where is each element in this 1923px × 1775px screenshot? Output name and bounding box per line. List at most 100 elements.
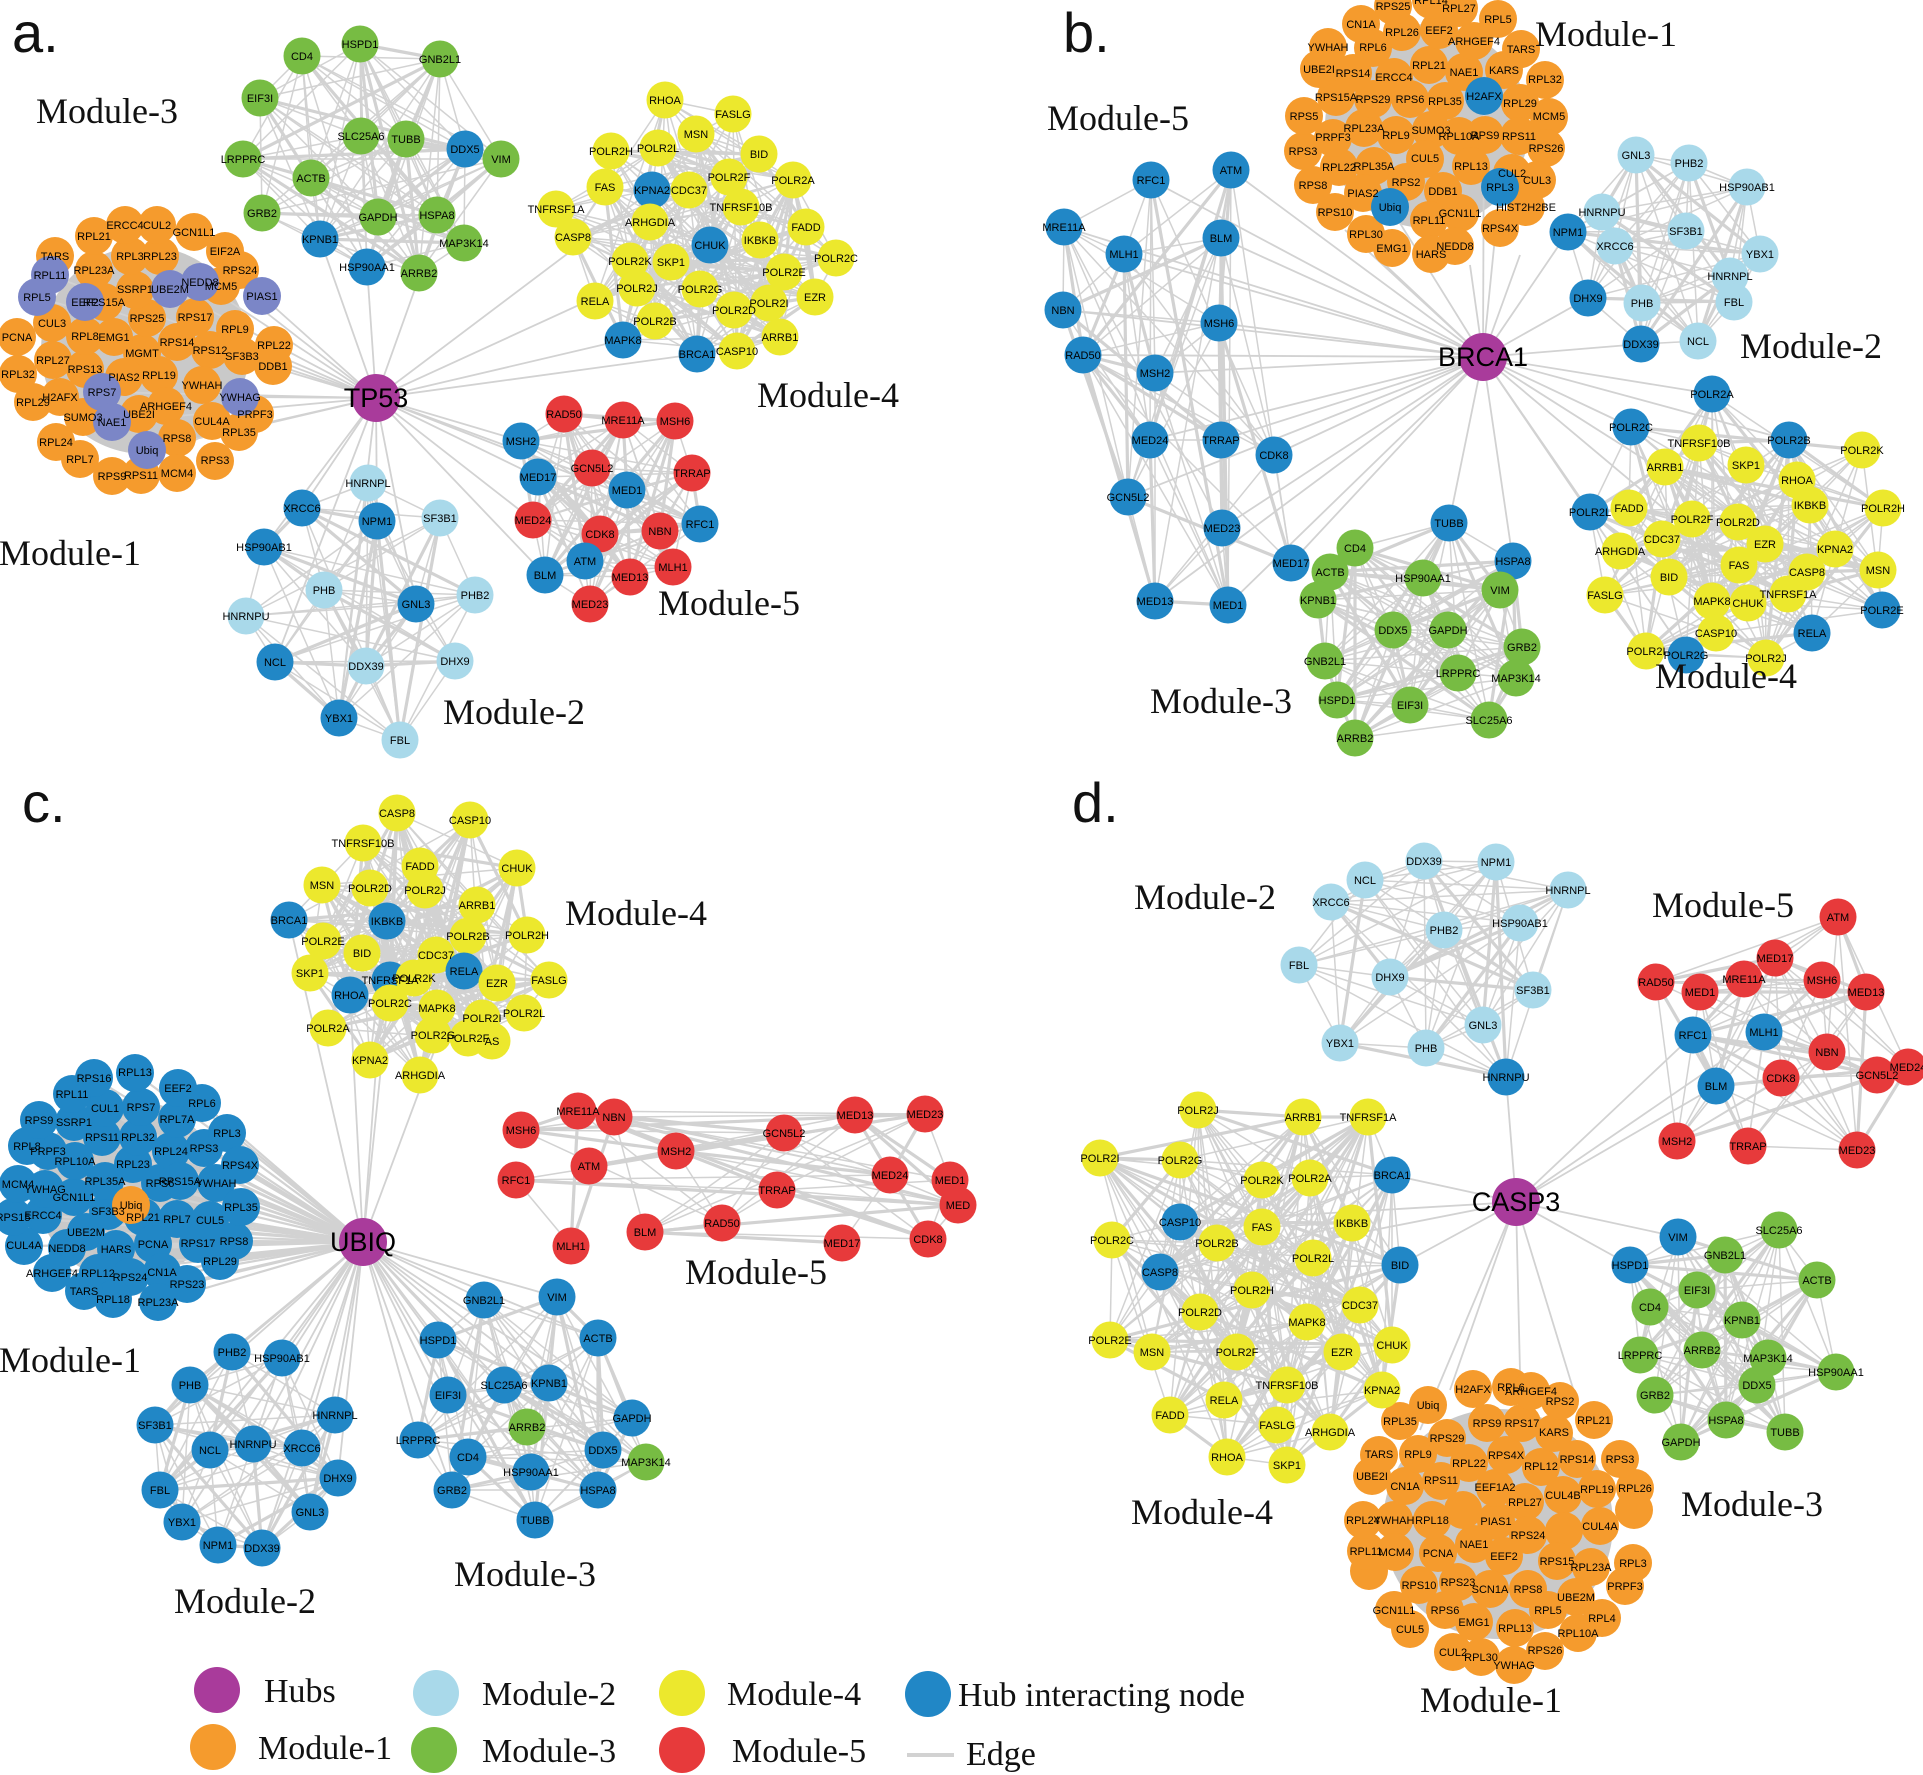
svg-text:RHOA: RHOA: [649, 95, 681, 107]
svg-text:MED1: MED1: [612, 485, 643, 497]
svg-text:ARHGDIA: ARHGDIA: [1595, 546, 1646, 558]
svg-text:RPS26: RPS26: [1529, 143, 1564, 155]
svg-text:RPL5: RPL5: [1484, 14, 1512, 26]
svg-text:MCM5: MCM5: [205, 281, 237, 293]
svg-text:RPL35A: RPL35A: [85, 1176, 127, 1188]
svg-text:YWHAG: YWHAG: [219, 392, 261, 404]
svg-text:NPM1: NPM1: [362, 516, 393, 528]
svg-text:GNL3: GNL3: [296, 1507, 325, 1519]
svg-text:POLR2B: POLR2B: [1767, 435, 1810, 447]
svg-text:CUL4A: CUL4A: [6, 1240, 42, 1252]
svg-text:PHB: PHB: [179, 1380, 202, 1392]
svg-text:Module-4: Module-4: [1655, 656, 1797, 696]
svg-text:RPL13: RPL13: [1454, 161, 1488, 173]
svg-text:TUBB: TUBB: [391, 134, 420, 146]
svg-text:KPNA2: KPNA2: [634, 185, 670, 197]
svg-text:POLR2K: POLR2K: [1240, 1175, 1284, 1187]
svg-text:RPL3: RPL3: [213, 1128, 241, 1140]
svg-text:RPS11: RPS11: [124, 470, 158, 482]
svg-text:PCNA: PCNA: [2, 332, 33, 344]
svg-text:EEF2: EEF2: [71, 297, 99, 309]
svg-text:RPS15A: RPS15A: [159, 1176, 202, 1188]
svg-text:HSP90AB1: HSP90AB1: [254, 1353, 310, 1365]
svg-text:RPS4X: RPS4X: [1488, 1450, 1525, 1462]
svg-text:ERCC4: ERCC4: [1375, 72, 1412, 84]
svg-text:VIM: VIM: [547, 1292, 567, 1304]
svg-text:RPS14: RPS14: [1560, 1454, 1595, 1466]
svg-text:FASLG: FASLG: [531, 975, 566, 987]
svg-text:Module-3: Module-3: [482, 1733, 616, 1770]
svg-text:POLR2H: POLR2H: [505, 930, 549, 942]
svg-text:POLR2K: POLR2K: [1840, 445, 1884, 457]
svg-text:POLR2E: POLR2E: [301, 936, 344, 948]
svg-text:EIF3I: EIF3I: [1397, 700, 1423, 712]
svg-text:RAD50: RAD50: [1065, 350, 1100, 362]
svg-text:GCN5L2: GCN5L2: [763, 1128, 806, 1140]
svg-text:RPL5: RPL5: [23, 292, 51, 304]
svg-text:RPS10: RPS10: [1318, 207, 1353, 219]
svg-text:CASP8: CASP8: [1142, 1267, 1178, 1279]
svg-text:CASP10: CASP10: [716, 346, 758, 358]
svg-text:PRPF3: PRPF3: [1315, 132, 1350, 144]
svg-text:CUL1: CUL1: [91, 1103, 119, 1115]
svg-text:POLR2E: POLR2E: [1860, 605, 1903, 617]
svg-text:TNFRSF1A: TNFRSF1A: [1760, 589, 1818, 601]
svg-text:GCN1L1: GCN1L1: [1373, 1605, 1416, 1617]
svg-text:POLR2I: POLR2I: [749, 298, 788, 310]
svg-text:RHOA: RHOA: [1781, 475, 1813, 487]
svg-text:RPS25: RPS25: [1376, 1, 1411, 13]
svg-text:RPL32: RPL32: [1, 369, 35, 381]
svg-text:POLR2K: POLR2K: [392, 973, 436, 985]
svg-text:FADD: FADD: [1155, 1410, 1184, 1422]
svg-text:RAD50: RAD50: [546, 409, 581, 421]
svg-text:RELA: RELA: [1798, 628, 1827, 640]
svg-text:ACTB: ACTB: [1802, 1275, 1831, 1287]
svg-text:DDX5: DDX5: [1742, 1380, 1771, 1392]
svg-text:RPS24: RPS24: [1511, 1530, 1546, 1542]
svg-text:MCM4: MCM4: [2, 1179, 34, 1191]
svg-text:RPS4X: RPS4X: [222, 1160, 259, 1172]
svg-text:PHB2: PHB2: [218, 1347, 247, 1359]
svg-text:MLH1: MLH1: [1749, 1027, 1778, 1039]
svg-text:ARHGDIA: ARHGDIA: [395, 1070, 446, 1082]
svg-text:LRPPRC: LRPPRC: [1618, 1350, 1663, 1362]
svg-text:BID: BID: [1391, 1260, 1409, 1272]
svg-text:NEDD8: NEDD8: [1436, 241, 1473, 253]
svg-text:RPL26: RPL26: [1385, 27, 1419, 39]
svg-text:GRB2: GRB2: [247, 208, 277, 220]
svg-text:RPL32: RPL32: [1528, 74, 1562, 86]
svg-text:MRE11A: MRE11A: [1722, 974, 1766, 986]
svg-text:RPL35A: RPL35A: [1354, 161, 1396, 173]
svg-text:Module-5: Module-5: [732, 1733, 866, 1770]
svg-text:POLR2C: POLR2C: [1609, 422, 1653, 434]
svg-text:VIM: VIM: [1490, 585, 1510, 597]
svg-text:Module-2: Module-2: [1740, 326, 1882, 366]
svg-text:RPL7A: RPL7A: [160, 1114, 196, 1126]
svg-text:MSN: MSN: [310, 880, 335, 892]
svg-text:Module-3: Module-3: [36, 91, 178, 131]
svg-text:ARRB1: ARRB1: [1647, 462, 1684, 474]
svg-text:RPS13: RPS13: [68, 364, 103, 376]
svg-text:RPS9: RPS9: [25, 1115, 54, 1127]
svg-text:RPS12: RPS12: [193, 345, 228, 357]
svg-text:HNRNPL: HNRNPL: [1707, 271, 1752, 283]
svg-text:MSH2: MSH2: [1662, 1136, 1693, 1148]
svg-text:RPS3: RPS3: [190, 1143, 219, 1155]
svg-text:SKP1: SKP1: [296, 968, 324, 980]
svg-text:GCN5L2: GCN5L2: [571, 463, 614, 475]
svg-text:HIST2H2BE: HIST2H2BE: [1496, 202, 1556, 214]
svg-text:POLR2L: POLR2L: [637, 143, 679, 155]
svg-text:EEF2: EEF2: [164, 1083, 192, 1095]
svg-text:RPS6: RPS6: [146, 1178, 175, 1190]
svg-text:HNRNPL: HNRNPL: [1545, 885, 1590, 897]
svg-text:SLC25A6: SLC25A6: [1465, 715, 1512, 727]
svg-text:RPL5: RPL5: [1534, 1605, 1562, 1617]
svg-text:RPL9: RPL9: [1382, 130, 1410, 142]
svg-text:POLR2L: POLR2L: [1292, 1253, 1334, 1265]
svg-text:SF3B3: SF3B3: [225, 351, 259, 363]
svg-text:MAP3K14: MAP3K14: [1743, 1353, 1793, 1365]
svg-text:Module-5: Module-5: [685, 1252, 827, 1292]
svg-text:RPL22: RPL22: [1322, 162, 1356, 174]
svg-text:BLM: BLM: [1210, 233, 1233, 245]
svg-text:POLR2H: POLR2H: [1861, 503, 1905, 515]
